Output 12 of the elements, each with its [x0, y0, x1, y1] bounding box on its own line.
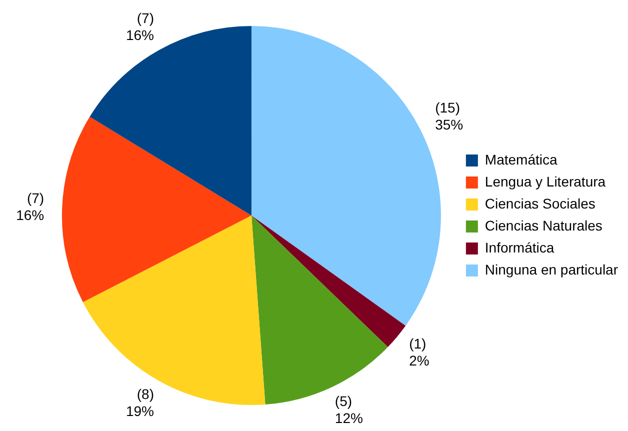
data-label: (7) 16%	[126, 10, 154, 43]
data-label: (8) 19%	[126, 386, 154, 419]
data-label: (5) 12%	[334, 392, 363, 426]
data-label: (1) 2%	[409, 336, 430, 369]
legend-label: Matemática	[484, 151, 558, 168]
legend-label: Lengua y Literatura	[484, 173, 606, 190]
legend-label: Ciencias Sociales	[484, 195, 596, 212]
data-label: (7) 16%	[16, 190, 44, 223]
legend-label: Informática	[484, 239, 554, 256]
legend-label: Ciencias Naturales	[484, 217, 602, 234]
legend-label: Ninguna en particular	[484, 261, 618, 278]
data-label: (15) 35%	[435, 99, 464, 132]
